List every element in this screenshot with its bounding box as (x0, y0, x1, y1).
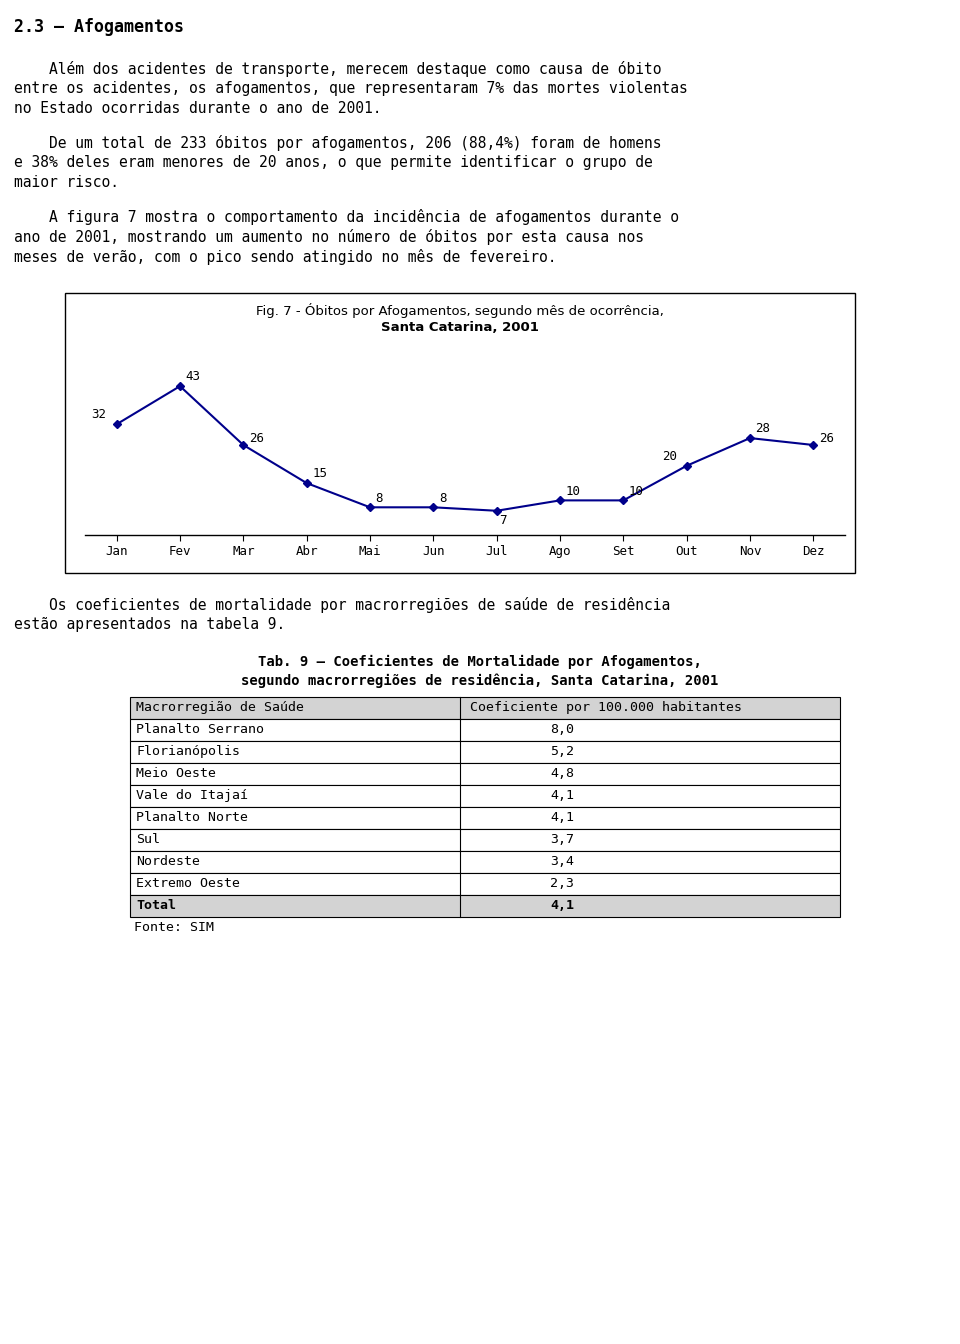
Text: Além dos acidentes de transporte, merecem destaque como causa de óbito: Além dos acidentes de transporte, merece… (14, 60, 661, 77)
Text: Tab. 9 – Coeficientes de Mortalidade por Afogamentos,: Tab. 9 – Coeficientes de Mortalidade por… (258, 655, 702, 669)
Bar (130, 874, 840, 895)
Text: Santa Catarina, 2001: Santa Catarina, 2001 (381, 321, 539, 335)
Text: Planalto Serrano: Planalto Serrano (136, 723, 264, 737)
Text: 4,1: 4,1 (550, 789, 574, 802)
Text: Macrorregião de Saúde: Macrorregião de Saúde (136, 702, 304, 714)
Bar (130, 719, 840, 741)
Bar (130, 785, 840, 806)
Text: Extremo Oeste: Extremo Oeste (136, 878, 240, 890)
Text: 3,4: 3,4 (550, 855, 574, 868)
Text: segundo macrorregiões de residência, Santa Catarina, 2001: segundo macrorregiões de residência, San… (241, 673, 719, 688)
Bar (65, 293, 855, 573)
Text: 8: 8 (439, 492, 446, 504)
Bar (130, 829, 840, 851)
Text: Planalto Norte: Planalto Norte (136, 810, 248, 824)
Text: 2.3 – Afogamentos: 2.3 – Afogamentos (14, 17, 184, 36)
Bar (130, 895, 840, 917)
Text: 2,3: 2,3 (550, 878, 574, 890)
Text: Sul: Sul (136, 833, 160, 845)
Text: A figura 7 mostra o comportamento da incidência de afogamentos durante o: A figura 7 mostra o comportamento da inc… (14, 210, 679, 224)
Text: maior risco.: maior risco. (14, 175, 119, 190)
Text: e 38% deles eram menores de 20 anos, o que permite identificar o grupo de: e 38% deles eram menores de 20 anos, o q… (14, 155, 653, 169)
Text: 26: 26 (819, 431, 834, 445)
Bar (130, 741, 840, 763)
Text: 3,7: 3,7 (550, 833, 574, 845)
Text: Vale do Itajaí: Vale do Itajaí (136, 789, 248, 802)
Text: Fig. 7 - Óbitos por Afogamentos, segundo mês de ocorrência,: Fig. 7 - Óbitos por Afogamentos, segundo… (256, 302, 664, 319)
Text: 10: 10 (629, 485, 644, 497)
Text: 4,8: 4,8 (550, 767, 574, 780)
Text: 15: 15 (312, 468, 327, 480)
Text: 32: 32 (91, 409, 107, 422)
Bar (130, 763, 840, 785)
Text: Meio Oeste: Meio Oeste (136, 767, 216, 780)
Text: 4,1: 4,1 (550, 810, 574, 824)
Text: 10: 10 (565, 485, 581, 497)
Text: 26: 26 (249, 431, 264, 445)
Text: 7: 7 (499, 515, 507, 527)
Text: 20: 20 (661, 450, 677, 462)
Text: Florianópolis: Florianópolis (136, 745, 240, 758)
Text: 4,1: 4,1 (550, 899, 574, 913)
Text: meses de verão, com o pico sendo atingido no mês de fevereiro.: meses de verão, com o pico sendo atingid… (14, 249, 557, 265)
Text: 8: 8 (375, 492, 383, 504)
Text: Coeficiente por 100.000 habitantes: Coeficiente por 100.000 habitantes (470, 702, 742, 714)
Bar (130, 806, 840, 829)
Text: 28: 28 (756, 422, 771, 435)
Text: entre os acidentes, os afogamentos, que representaram 7% das mortes violentas: entre os acidentes, os afogamentos, que … (14, 81, 687, 95)
Bar (130, 698, 840, 719)
Text: Total: Total (136, 899, 176, 913)
Text: ano de 2001, mostrando um aumento no número de óbitos por esta causa nos: ano de 2001, mostrando um aumento no núm… (14, 228, 644, 245)
Text: De um total de 233 óbitos por afogamentos, 206 (88,4%) foram de homens: De um total de 233 óbitos por afogamento… (14, 134, 661, 151)
Text: Nordeste: Nordeste (136, 855, 200, 868)
Text: 8,0: 8,0 (550, 723, 574, 737)
Bar (130, 851, 840, 874)
Text: Fonte: SIM: Fonte: SIM (134, 921, 214, 934)
Text: 43: 43 (185, 371, 201, 383)
Text: estão apresentados na tabela 9.: estão apresentados na tabela 9. (14, 617, 285, 632)
Text: 5,2: 5,2 (550, 745, 574, 758)
Text: no Estado ocorridas durante o ano de 2001.: no Estado ocorridas durante o ano de 200… (14, 101, 381, 116)
Text: Os coeficientes de mortalidade por macrorregiões de saúde de residência: Os coeficientes de mortalidade por macro… (14, 597, 670, 613)
